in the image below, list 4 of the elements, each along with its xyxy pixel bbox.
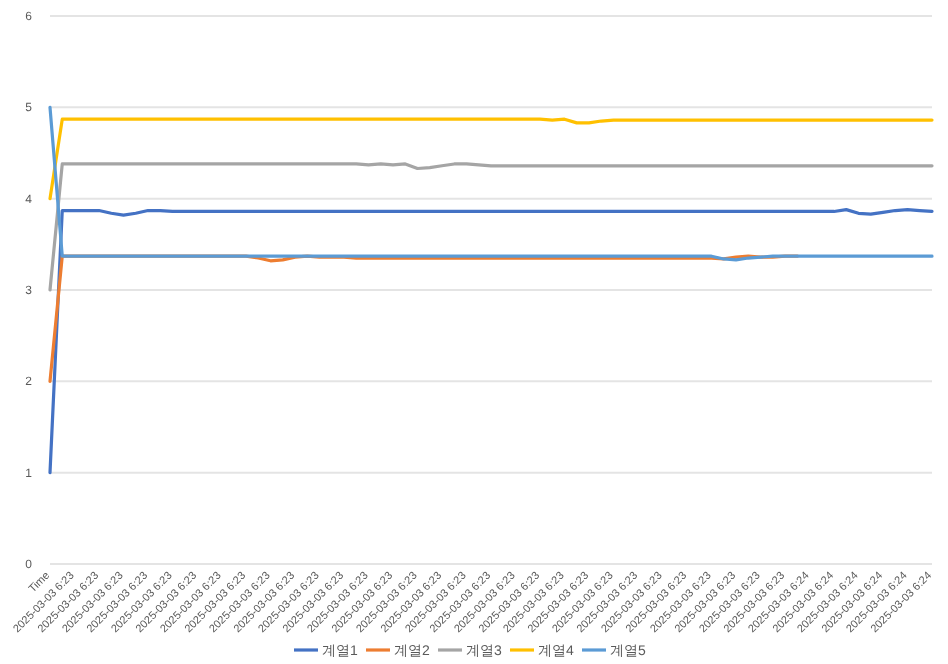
line-series: [48, 105, 934, 262]
line-series: [48, 162, 934, 292]
line-series: [48, 208, 934, 475]
line-series: [48, 117, 934, 201]
